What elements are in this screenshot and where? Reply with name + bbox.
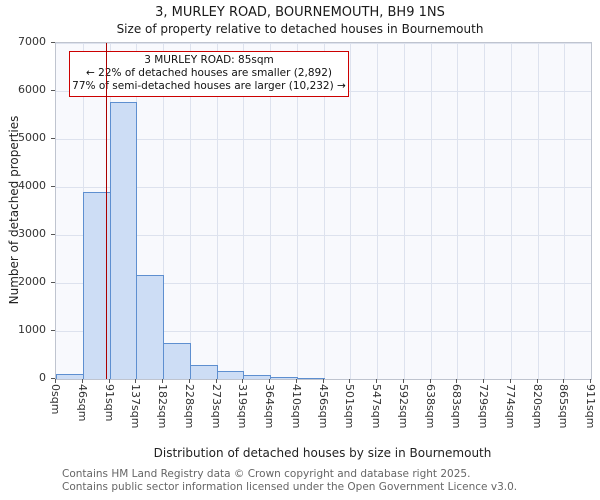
y-tick-label: 0 <box>39 371 46 384</box>
footer-line-1: Contains HM Land Registry data © Crown c… <box>62 468 471 480</box>
x-tick-label: 865sqm <box>557 384 571 429</box>
x-gridline <box>564 43 566 379</box>
property-marker-line <box>105 43 108 379</box>
x-tick-label: 182sqm <box>156 384 169 429</box>
x-tick-mark <box>135 379 137 383</box>
histogram-bar <box>296 377 325 379</box>
histogram-bar <box>270 377 298 379</box>
histogram-bar <box>82 191 111 379</box>
x-tick-label: 638sqm <box>423 384 437 429</box>
x-tick-label: 364sqm <box>263 384 276 429</box>
plot-area: 3 MURLEY ROAD: 85sqm ← 22% of detached h… <box>55 42 592 380</box>
x-tick-label: 228sqm <box>182 384 196 429</box>
x-tick-label: 319sqm <box>236 384 250 429</box>
x-tick-label: 0sqm <box>49 384 62 415</box>
y-tick-label: 7000 <box>18 35 46 48</box>
annotation-smaller-line: ← 22% of detached houses are smaller (2,… <box>86 67 332 80</box>
footer-line-2: Contains public sector information licen… <box>62 480 518 493</box>
x-tick-mark <box>242 379 244 383</box>
histogram-bar <box>216 371 245 379</box>
x-tick-label: 547sqm <box>370 384 383 429</box>
x-tick-label: 501sqm <box>343 384 357 429</box>
y-tick-label: 3000 <box>18 227 46 240</box>
x-tick-label: 774sqm <box>503 384 517 429</box>
x-gridline <box>403 43 405 379</box>
x-gridline <box>537 43 539 379</box>
x-tick-label: 137sqm <box>129 384 143 429</box>
y-tick-mark <box>51 330 55 331</box>
x-tick-mark <box>81 379 83 383</box>
x-gridline <box>270 43 271 379</box>
y-tick-mark <box>51 282 55 283</box>
histogram-bar <box>189 364 218 379</box>
x-gridline <box>189 43 191 379</box>
x-axis-label: Distribution of detached houses by size … <box>153 446 492 460</box>
chart-title: 3, MURLEY ROAD, BOURNEMOUTH, BH9 1NS <box>155 5 445 20</box>
x-tick-mark <box>349 379 351 383</box>
y-tick-label: 1000 <box>18 323 46 336</box>
x-tick-mark <box>429 379 431 383</box>
x-tick-label: 456sqm <box>316 384 330 429</box>
annotation-box: 3 MURLEY ROAD: 85sqm ← 22% of detached h… <box>69 51 349 98</box>
histogram-bar <box>243 375 271 379</box>
x-tick-mark <box>269 379 270 383</box>
x-tick-mark <box>162 379 163 383</box>
x-tick-mark <box>590 379 591 383</box>
histogram-bar <box>56 374 84 379</box>
y-tick-label: 2000 <box>18 275 46 288</box>
x-tick-mark <box>483 379 484 383</box>
histogram-bar <box>109 101 138 379</box>
x-tick-label: 273sqm <box>209 384 223 429</box>
y-tick-mark <box>51 90 55 91</box>
x-gridline <box>163 43 164 379</box>
x-tick-label: 729sqm <box>477 384 490 429</box>
x-tick-label: 46sqm <box>75 384 89 422</box>
x-gridline <box>430 43 432 379</box>
x-tick-mark <box>55 379 56 383</box>
x-gridline <box>510 43 512 379</box>
chart-subtitle: Size of property relative to detached ho… <box>116 22 484 36</box>
x-gridline <box>350 43 352 379</box>
annotation-larger-line: 77% of semi-detached houses are larger (… <box>72 80 346 93</box>
x-tick-mark <box>215 379 217 383</box>
x-gridline <box>484 43 485 379</box>
x-tick-label: 91sqm <box>102 384 116 422</box>
x-gridline <box>243 43 245 379</box>
y-tick-label: 4000 <box>18 179 46 192</box>
x-tick-mark <box>563 379 565 383</box>
x-tick-label: 410sqm <box>289 384 303 429</box>
x-tick-label: 683sqm <box>450 384 464 429</box>
histogram-bar <box>163 343 191 379</box>
histogram-bar <box>136 274 164 379</box>
x-tick-label: 820sqm <box>530 384 544 429</box>
y-tick-mark <box>51 42 55 43</box>
x-gridline <box>323 43 325 379</box>
x-tick-mark <box>322 379 324 383</box>
x-gridline <box>377 43 378 379</box>
y-tick-mark <box>51 138 55 139</box>
y-tick-label: 5000 <box>18 131 46 144</box>
x-gridline <box>216 43 218 379</box>
y-tick-mark <box>51 186 55 187</box>
x-gridline <box>457 43 459 379</box>
x-tick-mark <box>188 379 190 383</box>
x-tick-mark <box>376 379 377 383</box>
x-tick-mark <box>402 379 404 383</box>
footer: Contains HM Land Registry data © Crown c… <box>62 468 517 493</box>
x-tick-mark <box>108 379 110 383</box>
x-tick-mark <box>536 379 538 383</box>
y-tick-mark <box>51 234 55 235</box>
x-tick-mark <box>509 379 511 383</box>
y-tick-label: 6000 <box>18 83 46 96</box>
y-tick-mark <box>51 378 55 379</box>
x-tick-label: 911sqm <box>584 384 597 429</box>
annotation-property-line: 3 MURLEY ROAD: 85sqm <box>144 54 274 66</box>
x-tick-mark <box>295 379 297 383</box>
x-tick-label: 592sqm <box>396 384 410 429</box>
x-tick-mark <box>456 379 458 383</box>
x-gridline <box>296 43 298 379</box>
